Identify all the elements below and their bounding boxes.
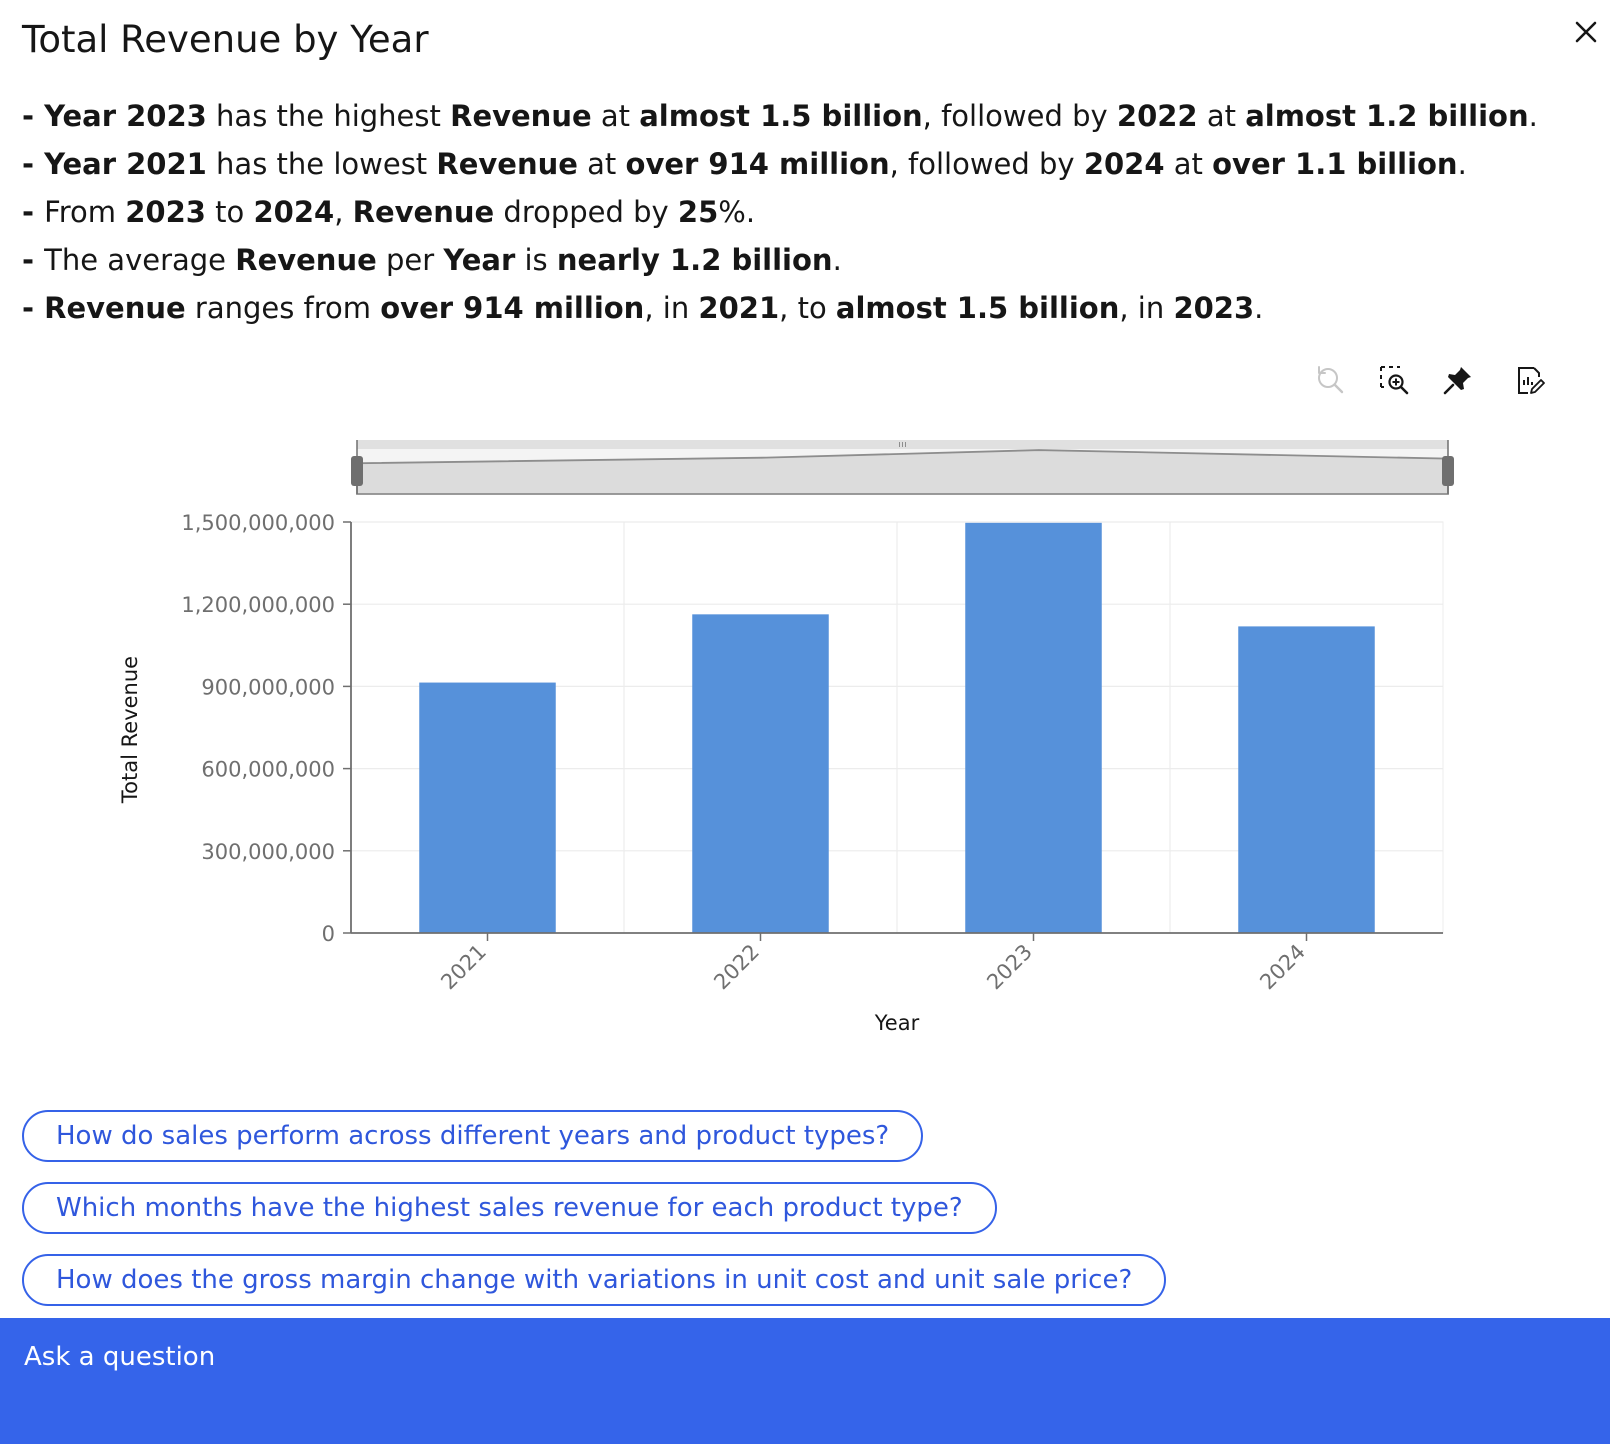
insight-line: - Year 2021 has the lowest Revenue at ov… (22, 140, 1538, 188)
insight-emphasis: almost 1.5 billion (835, 291, 1120, 325)
insight-emphasis: - (22, 147, 45, 181)
revenue-chart: 0 300,000,000 600,000,000 900,000,000 1,200,… (118, 440, 1454, 1035)
insight-text: at (1197, 99, 1246, 133)
insight-emphasis: Year 2023 (44, 99, 207, 133)
y-tick-label: 600,000,000 (201, 758, 335, 782)
insight-text: has the highest (206, 99, 451, 133)
zoom-handle-right[interactable] (1442, 456, 1454, 486)
y-tick-label: 1,200,000,000 (181, 593, 335, 617)
zoom-area-button[interactable] (1374, 360, 1414, 400)
insight-emphasis: almost 1.2 billion (1245, 99, 1529, 133)
close-button[interactable] (1568, 14, 1604, 50)
x-tick-label: 2021 (436, 940, 491, 995)
insight-text: to (205, 195, 254, 229)
insight-line: - From 2023 to 2024, Revenue dropped by … (22, 188, 1538, 236)
insights-list: - Year 2023 has the highest Revenue at a… (22, 92, 1538, 332)
insight-emphasis: - (22, 195, 45, 229)
ask-question-input[interactable] (22, 1336, 1586, 1378)
insight-emphasis: Revenue (436, 147, 578, 181)
x-tick-label: 2024 (1255, 940, 1310, 995)
bar-2024[interactable] (1238, 626, 1375, 933)
insight-emphasis: Year 2021 (44, 147, 207, 181)
insight-line: - The average Revenue per Year is nearly… (22, 236, 1538, 284)
pin-icon (1443, 367, 1471, 395)
bar-2022[interactable] (692, 614, 829, 933)
y-tick-label: 0 (322, 922, 335, 946)
insight-emphasis: 25 (677, 195, 719, 229)
insight-text: . (1457, 147, 1467, 181)
insight-emphasis: over 1.1 billion (1212, 147, 1458, 181)
insight-emphasis: over 914 million (625, 147, 890, 181)
y-axis-title: Total Revenue (118, 656, 142, 804)
reset-zoom-button[interactable] (1310, 360, 1350, 400)
insight-emphasis: Revenue (352, 195, 495, 229)
insight-emphasis: nearly 1.2 billion (556, 243, 833, 277)
page-title: Total Revenue by Year (22, 18, 429, 61)
insight-text: . (1528, 99, 1538, 133)
insight-line: - Revenue ranges from over 914 million, … (22, 284, 1538, 332)
close-icon (1575, 21, 1597, 43)
insight-emphasis: almost 1.5 billion (639, 99, 923, 133)
insight-emphasis: - (22, 291, 45, 325)
insight-text: . (832, 243, 842, 277)
suggested-question-chip[interactable]: Which months have the highest sales reve… (22, 1182, 997, 1234)
insight-text: at (591, 99, 640, 133)
insight-text: The average (44, 243, 236, 277)
insight-emphasis: - (22, 99, 45, 133)
insight-emphasis: 2022 (1116, 99, 1198, 133)
pin-button[interactable] (1438, 360, 1478, 400)
insight-emphasis: 2024 (1083, 147, 1165, 181)
insight-text: at (1164, 147, 1213, 181)
zoom-slider[interactable] (351, 440, 1454, 495)
y-tick-label: 300,000,000 (201, 840, 335, 864)
x-tick-label: 2023 (982, 940, 1037, 995)
insight-emphasis: - (22, 243, 45, 277)
insight-line: - Year 2023 has the highest Revenue at a… (22, 92, 1538, 140)
insight-emphasis: 2021 (698, 291, 780, 325)
insight-emphasis: Revenue (44, 291, 186, 325)
insight-text: is (515, 243, 557, 277)
insight-text: per (376, 243, 444, 277)
reset-zoom-icon (1318, 366, 1344, 394)
y-tick-label: 1,500,000,000 (181, 511, 335, 535)
insight-text: , to (779, 291, 836, 325)
suggested-question-chip[interactable]: How do sales perform across different ye… (22, 1110, 924, 1162)
insight-emphasis: 2023 (1173, 291, 1255, 325)
suggested-questions: How do sales perform across different ye… (22, 1110, 1167, 1326)
insight-emphasis: Revenue (450, 99, 592, 133)
insight-text: , (334, 195, 353, 229)
insight-text: at (577, 147, 626, 181)
chart-toolbar (1310, 360, 1560, 400)
insight-text: ranges from (185, 291, 381, 325)
insight-text: , in (644, 291, 699, 325)
insight-emphasis: over 914 million (380, 291, 645, 325)
x-axis-title: Year (874, 1011, 920, 1035)
insight-text: dropped by (494, 195, 678, 229)
bar-2021[interactable] (419, 682, 556, 933)
zoom-area-icon (1380, 366, 1409, 395)
insight-emphasis: 2024 (253, 195, 335, 229)
y-tick-label: 900,000,000 (201, 675, 335, 699)
insight-text: %. (718, 195, 756, 229)
edit-chart-button[interactable] (1510, 360, 1550, 400)
suggested-question-chip[interactable]: How does the gross margin change with va… (22, 1254, 1167, 1306)
zoom-handle-left[interactable] (351, 456, 363, 486)
insight-text: , followed by (889, 147, 1084, 181)
insight-text: , in (1119, 291, 1174, 325)
insight-text: has the lowest (206, 147, 437, 181)
insight-emphasis: Revenue (235, 243, 377, 277)
insight-text: From (44, 195, 126, 229)
insight-text: , followed by (922, 99, 1117, 133)
bar-2023[interactable] (965, 522, 1102, 933)
edit-chart-icon (1518, 367, 1545, 394)
insight-text: . (1254, 291, 1264, 325)
ask-bar (0, 1318, 1610, 1444)
insight-emphasis: Year (443, 243, 516, 277)
x-tick-label: 2022 (709, 940, 764, 995)
insight-emphasis: 2023 (125, 195, 206, 229)
